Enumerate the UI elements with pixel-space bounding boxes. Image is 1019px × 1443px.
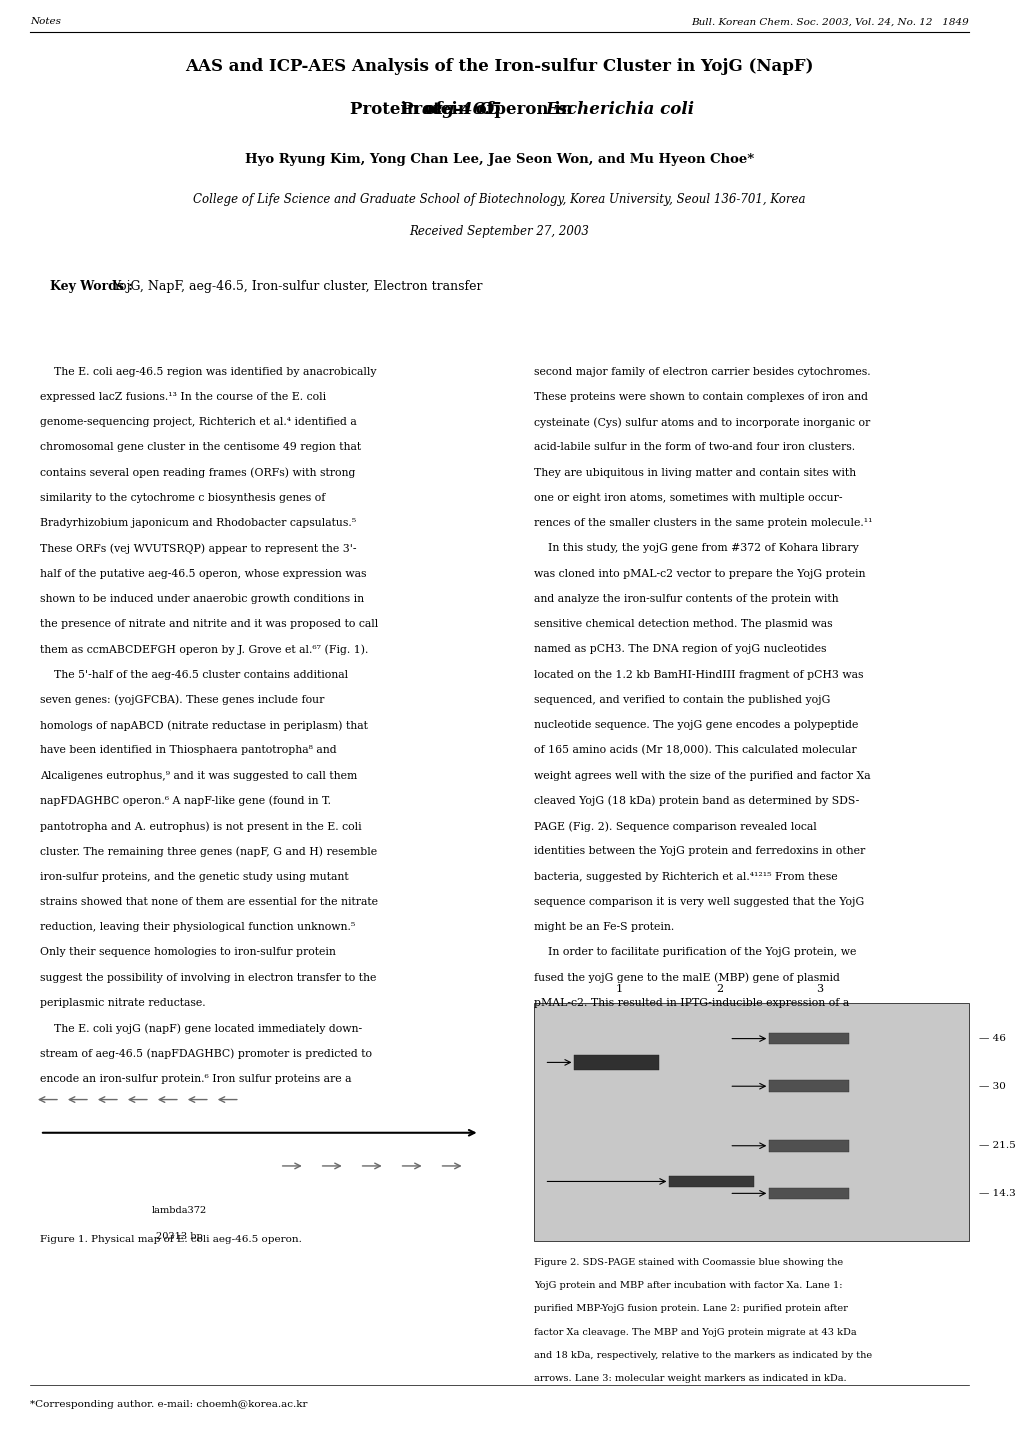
- Text: lambda372: lambda372: [152, 1206, 207, 1215]
- Text: pantotropha and A. eutrophus) is not present in the E. coli: pantotropha and A. eutrophus) is not pre…: [40, 821, 361, 831]
- Text: The 5'-half of the aeg-46.5 cluster contains additional: The 5'-half of the aeg-46.5 cluster cont…: [40, 670, 347, 680]
- Text: nucleotide sequence. The yojG gene encodes a polypeptide: nucleotide sequence. The yojG gene encod…: [534, 720, 858, 730]
- Text: shown to be induced under anaerobic growth conditions in: shown to be induced under anaerobic grow…: [40, 595, 364, 603]
- Text: Figure 2. SDS-PAGE stained with Coomassie blue showing the: Figure 2. SDS-PAGE stained with Coomassi…: [534, 1258, 843, 1267]
- Text: suggest the possibility of involving in electron transfer to the: suggest the possibility of involving in …: [40, 973, 376, 983]
- Text: 3: 3: [815, 984, 822, 994]
- Text: Notes: Notes: [30, 17, 61, 26]
- Text: — 46: — 46: [978, 1035, 1005, 1043]
- Text: Escherichia coli: Escherichia coli: [544, 101, 694, 118]
- Text: periplasmic nitrate reductase.: periplasmic nitrate reductase.: [40, 999, 206, 1007]
- Text: named as pCH3. The DNA region of yojG nucleotides: named as pCH3. The DNA region of yojG nu…: [534, 645, 826, 654]
- Text: reduction, leaving their physiological function unknown.⁵: reduction, leaving their physiological f…: [40, 922, 355, 932]
- Text: 1: 1: [615, 984, 623, 994]
- Text: acid-labile sulfur in the form of two-and four iron clusters.: acid-labile sulfur in the form of two-an…: [534, 443, 855, 452]
- Text: Protein of: Protein of: [400, 101, 499, 118]
- Bar: [768, 1140, 849, 1152]
- Text: The E. coli yojG (napF) gene located immediately down-: The E. coli yojG (napF) gene located imm…: [40, 1023, 362, 1033]
- Text: 20313 bp: 20313 bp: [156, 1232, 203, 1241]
- Text: fused the yojG gene to the malE (MBP) gene of plasmid: fused the yojG gene to the malE (MBP) ge…: [534, 973, 840, 983]
- Text: and 18 kDa, respectively, relative to the markers as indicated by the: and 18 kDa, respectively, relative to th…: [534, 1351, 872, 1359]
- Text: genome-sequencing project, Richterich et al.⁴ identified a: genome-sequencing project, Richterich et…: [40, 417, 357, 427]
- Text: half of the putative aeg-46.5 operon, whose expression was: half of the putative aeg-46.5 operon, wh…: [40, 569, 366, 579]
- Text: They are ubiquitous in living matter and contain sites with: They are ubiquitous in living matter and…: [534, 468, 856, 478]
- Text: identities between the YojG protein and ferredoxins in other: identities between the YojG protein and …: [534, 847, 865, 856]
- Bar: [768, 1188, 849, 1199]
- Text: PAGE (Fig. 2). Sequence comparison revealed local: PAGE (Fig. 2). Sequence comparison revea…: [534, 821, 816, 831]
- Text: pMAL-c2. This resulted in IPTG-inducible expression of a: pMAL-c2. This resulted in IPTG-inducible…: [534, 999, 849, 1007]
- Text: YojG, NapF, aeg-46.5, Iron-sulfur cluster, Electron transfer: YojG, NapF, aeg-46.5, Iron-sulfur cluste…: [112, 280, 482, 293]
- Text: of 165 amino acids (Mr 18,000). This calculated molecular: of 165 amino acids (Mr 18,000). This cal…: [534, 746, 856, 756]
- Text: Hyo Ryung Kim, Yong Chan Lee, Jae Seon Won, and Mu Hyeon Choe*: Hyo Ryung Kim, Yong Chan Lee, Jae Seon W…: [245, 153, 753, 166]
- Text: them as ccmABCDEFGH operon by J. Grove et al.⁶⁷ (Fig. 1).: them as ccmABCDEFGH operon by J. Grove e…: [40, 645, 368, 655]
- Text: Bradyrhizobium japonicum and Rhodobacter capsulatus.⁵: Bradyrhizobium japonicum and Rhodobacter…: [40, 518, 356, 528]
- Text: seven genes: (yojGFCBA). These genes include four: seven genes: (yojGFCBA). These genes inc…: [40, 696, 324, 706]
- Text: encode an iron-sulfur protein.⁶ Iron sulfur proteins are a: encode an iron-sulfur protein.⁶ Iron sul…: [40, 1074, 352, 1084]
- Text: have been identified in Thiosphaera pantotropha⁸ and: have been identified in Thiosphaera pant…: [40, 746, 336, 755]
- Text: cysteinate (Cys) sulfur atoms and to incorporate inorganic or: cysteinate (Cys) sulfur atoms and to inc…: [534, 417, 870, 427]
- Text: — 14.3: — 14.3: [978, 1189, 1015, 1198]
- Text: factor Xa cleavage. The MBP and YojG protein migrate at 43 kDa: factor Xa cleavage. The MBP and YojG pro…: [534, 1328, 856, 1336]
- Text: Protein of: Protein of: [350, 101, 448, 118]
- Text: the presence of nitrate and nitrite and it was proposed to call: the presence of nitrate and nitrite and …: [40, 619, 378, 629]
- Text: cleaved YojG (18 kDa) protein band as determined by SDS-: cleaved YojG (18 kDa) protein band as de…: [534, 797, 859, 807]
- Text: rences of the smaller clusters in the same protein molecule.¹¹: rences of the smaller clusters in the sa…: [534, 518, 872, 528]
- Text: one or eight iron atoms, sometimes with multiple occur-: one or eight iron atoms, sometimes with …: [534, 494, 842, 502]
- Text: Key Words :: Key Words :: [50, 280, 138, 293]
- Text: and analyze the iron-sulfur contents of the protein with: and analyze the iron-sulfur contents of …: [534, 595, 839, 603]
- Text: iron-sulfur proteins, and the genetic study using mutant: iron-sulfur proteins, and the genetic st…: [40, 872, 348, 882]
- Text: aeg-46.5: aeg-46.5: [421, 101, 501, 118]
- Text: In order to facilitate purification of the YojG protein, we: In order to facilitate purification of t…: [534, 948, 856, 957]
- Text: AAS and ICP-AES Analysis of the Iron-sulfur Cluster in YojG (NapF): AAS and ICP-AES Analysis of the Iron-sul…: [185, 58, 813, 75]
- Bar: [534, 1003, 968, 1241]
- Text: weight agrees well with the size of the purified and factor Xa: weight agrees well with the size of the …: [534, 771, 870, 781]
- Text: Received September 27, 2003: Received September 27, 2003: [410, 225, 589, 238]
- Text: — 30: — 30: [978, 1082, 1005, 1091]
- Text: sequence comparison it is very well suggested that the YojG: sequence comparison it is very well sugg…: [534, 898, 864, 906]
- Text: homologs of napABCD (nitrate reductase in periplasm) that: homologs of napABCD (nitrate reductase i…: [40, 720, 368, 730]
- Text: bacteria, suggested by Richterich et al.⁴¹²¹⁵ From these: bacteria, suggested by Richterich et al.…: [534, 872, 838, 882]
- Text: second major family of electron carrier besides cytochromes.: second major family of electron carrier …: [534, 367, 870, 377]
- Text: These ORFs (vej WVUTSRQP) appear to represent the 3'-: These ORFs (vej WVUTSRQP) appear to repr…: [40, 544, 356, 554]
- Text: located on the 1.2 kb BamHI-HindIII fragment of pCH3 was: located on the 1.2 kb BamHI-HindIII frag…: [534, 670, 863, 680]
- Text: 2: 2: [715, 984, 722, 994]
- Text: sensitive chemical detection method. The plasmid was: sensitive chemical detection method. The…: [534, 619, 833, 629]
- Text: stream of aeg-46.5 (napFDAGHBC) promoter is predicted to: stream of aeg-46.5 (napFDAGHBC) promoter…: [40, 1049, 372, 1059]
- Bar: [574, 1055, 658, 1069]
- Text: Figure 1. Physical map of E. coli aeg-46.5 operon.: Figure 1. Physical map of E. coli aeg-46…: [40, 1235, 302, 1244]
- Text: sequenced, and verified to contain the published yojG: sequenced, and verified to contain the p…: [534, 696, 830, 704]
- Text: strains showed that none of them are essential for the nitrate: strains showed that none of them are ess…: [40, 898, 378, 906]
- Text: College of Life Science and Graduate School of Biotechnology, Korea University, : College of Life Science and Graduate Sch…: [193, 193, 805, 206]
- Text: In this study, the yojG gene from #372 of Kohara library: In this study, the yojG gene from #372 o…: [534, 544, 858, 553]
- Text: napFDAGHBC operon.⁶ A napF-like gene (found in T.: napFDAGHBC operon.⁶ A napF-like gene (fo…: [40, 797, 330, 807]
- Text: arrows. Lane 3: molecular weight markers as indicated in kDa.: arrows. Lane 3: molecular weight markers…: [534, 1374, 847, 1382]
- Text: Alcaligenes eutrophus,⁹ and it was suggested to call them: Alcaligenes eutrophus,⁹ and it was sugge…: [40, 771, 357, 781]
- Text: chromosomal gene cluster in the centisome 49 region that: chromosomal gene cluster in the centisom…: [40, 443, 361, 452]
- Text: might be an Fe-S protein.: might be an Fe-S protein.: [534, 922, 675, 932]
- Text: purified MBP-YojG fusion protein. Lane 2: purified protein after: purified MBP-YojG fusion protein. Lane 2…: [534, 1304, 848, 1313]
- Text: YojG protein and MBP after incubation with factor Xa. Lane 1:: YojG protein and MBP after incubation wi…: [534, 1281, 842, 1290]
- Bar: [668, 1176, 754, 1188]
- Text: similarity to the cytochrome c biosynthesis genes of: similarity to the cytochrome c biosynthe…: [40, 494, 325, 502]
- Text: was cloned into pMAL-c2 vector to prepare the YojG protein: was cloned into pMAL-c2 vector to prepar…: [534, 569, 865, 579]
- Text: cluster. The remaining three genes (napF, G and H) resemble: cluster. The remaining three genes (napF…: [40, 847, 377, 857]
- Text: Only their sequence homologies to iron-sulfur protein: Only their sequence homologies to iron-s…: [40, 948, 335, 957]
- Text: These proteins were shown to contain complexes of iron and: These proteins were shown to contain com…: [534, 392, 867, 401]
- Text: contains several open reading frames (ORFs) with strong: contains several open reading frames (OR…: [40, 468, 355, 478]
- Text: The E. coli aeg-46.5 region was identified by anacrobically: The E. coli aeg-46.5 region was identifi…: [40, 367, 376, 377]
- Text: *Corresponding author. e-mail: choemh@korea.ac.kr: *Corresponding author. e-mail: choemh@ko…: [30, 1400, 307, 1408]
- Bar: [768, 1081, 849, 1092]
- Text: Bull. Korean Chem. Soc. 2003, Vol. 24, No. 12   1849: Bull. Korean Chem. Soc. 2003, Vol. 24, N…: [691, 17, 968, 26]
- Text: Operon in: Operon in: [473, 101, 578, 118]
- Text: — 21.5: — 21.5: [978, 1141, 1015, 1150]
- Text: expressed lacZ fusions.¹³ In the course of the E. coli: expressed lacZ fusions.¹³ In the course …: [40, 392, 326, 401]
- Bar: [768, 1033, 849, 1045]
